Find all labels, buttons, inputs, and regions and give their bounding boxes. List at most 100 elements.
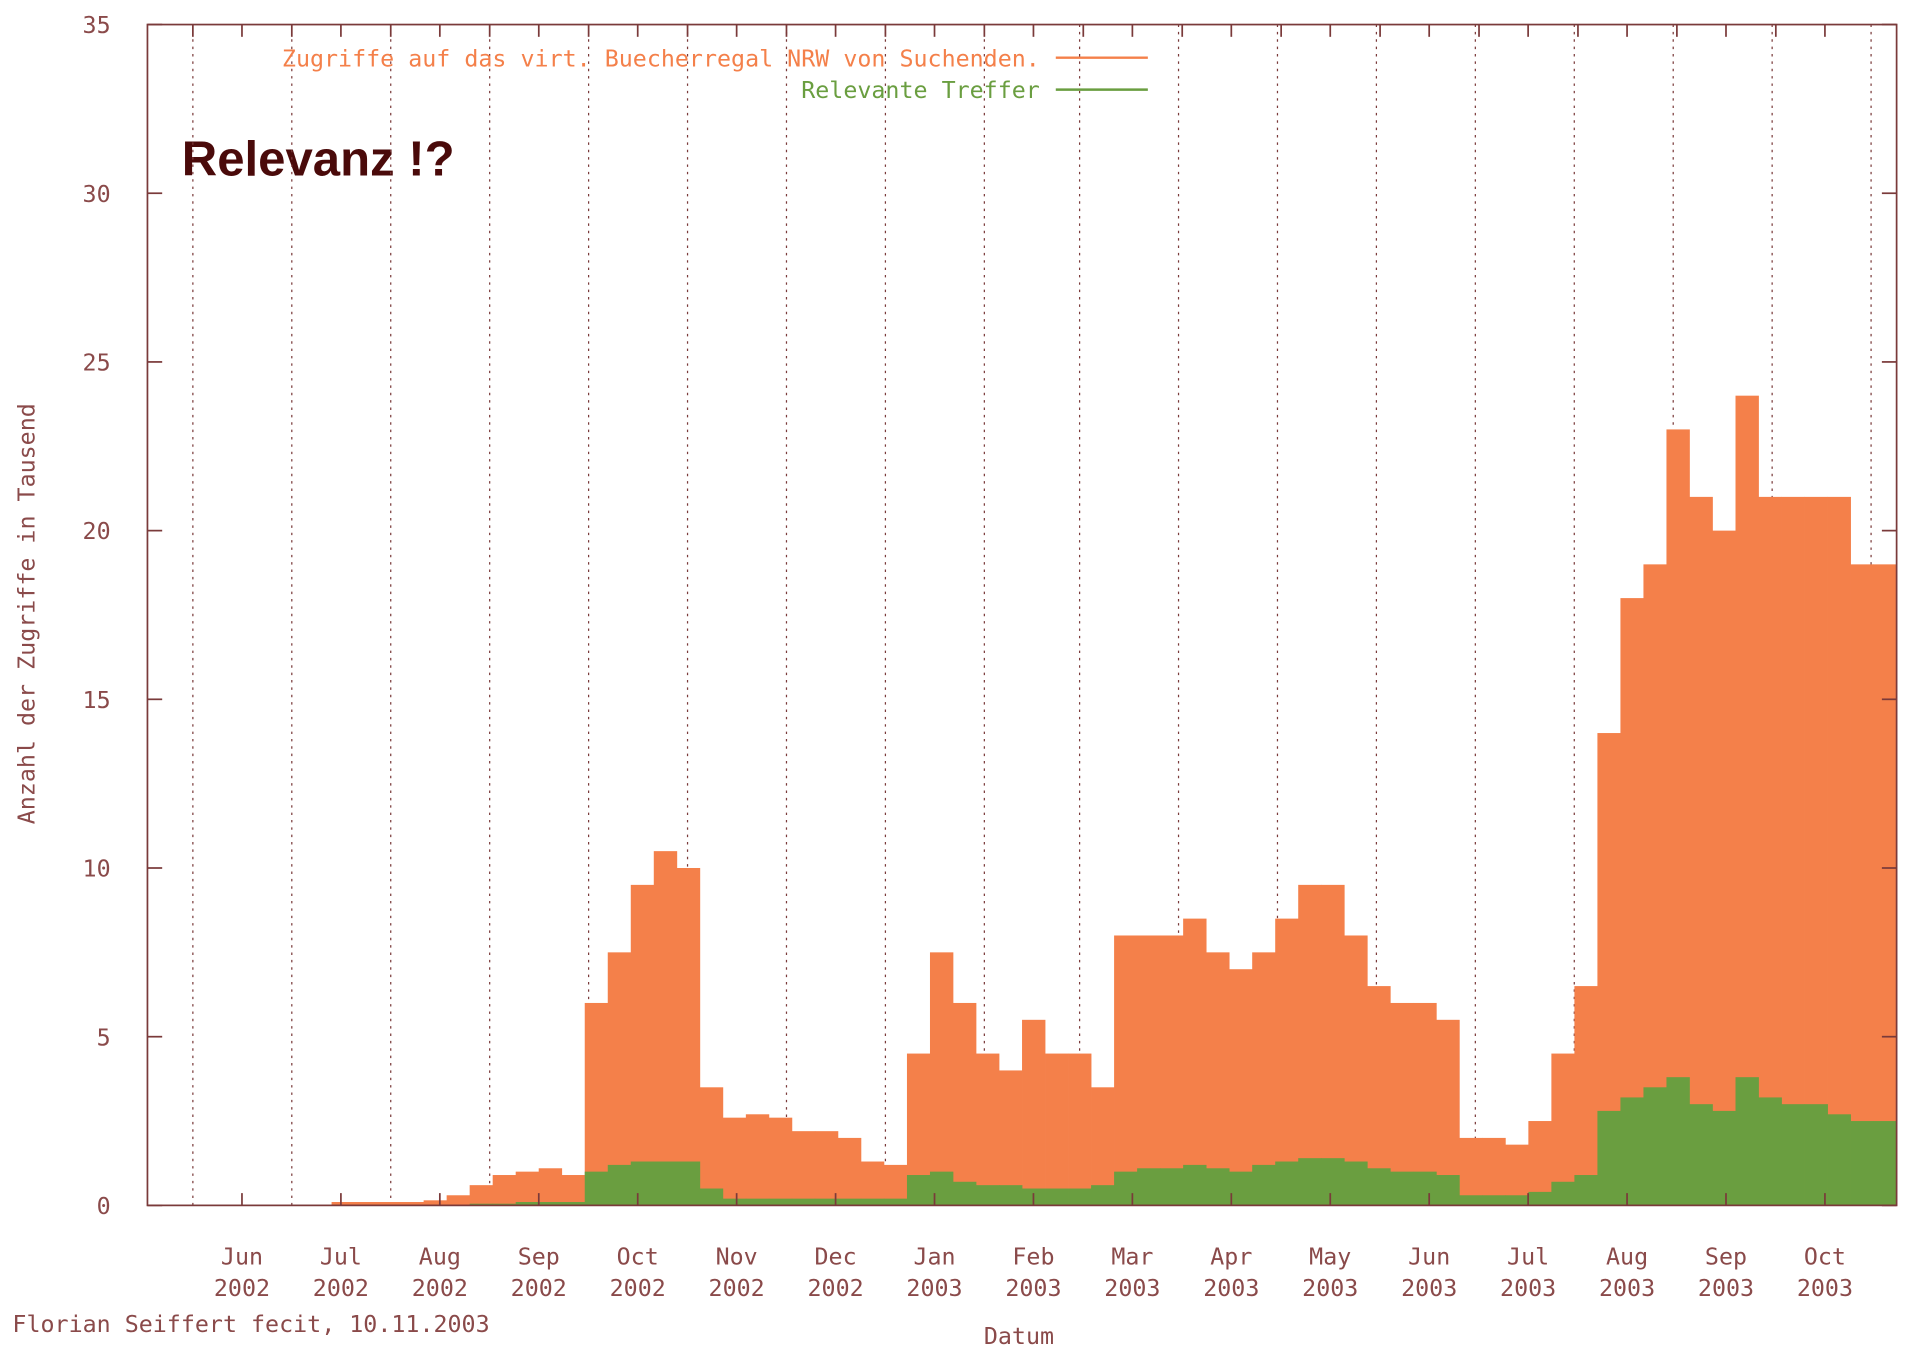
x-tick-label: 2002 <box>313 1275 369 1302</box>
bar <box>538 1202 563 1206</box>
bar <box>1367 986 1391 1206</box>
bar <box>1735 395 1759 1206</box>
bar <box>1298 884 1322 1206</box>
bar <box>492 1175 517 1206</box>
bar <box>1850 1121 1874 1206</box>
bar <box>1781 1104 1805 1206</box>
bar <box>538 1168 563 1206</box>
bar <box>722 1117 747 1206</box>
bar <box>906 1053 931 1206</box>
bar <box>630 884 655 1206</box>
x-tick-label: Nov <box>716 1243 758 1270</box>
bar <box>1183 1164 1207 1206</box>
x-tick-label: Jul <box>1507 1243 1549 1270</box>
plot-frame <box>146 23 1898 1207</box>
x-tick-label: 2003 <box>906 1275 962 1302</box>
bar <box>1758 1097 1782 1206</box>
bar <box>791 1198 816 1206</box>
y-tick-label: 30 <box>83 181 111 208</box>
x-tick-label: 2003 <box>1797 1275 1853 1302</box>
bar <box>1804 496 1828 1206</box>
bar <box>1689 496 1713 1206</box>
bar <box>653 851 678 1206</box>
x-tick-label: 2002 <box>709 1275 765 1302</box>
bar <box>1643 564 1667 1206</box>
bar <box>1413 1171 1437 1206</box>
bar <box>837 1137 862 1206</box>
chart-title: Relevanz !? <box>182 133 455 187</box>
bar <box>1390 1002 1414 1206</box>
bar <box>1735 1077 1759 1206</box>
bar <box>999 1185 1023 1206</box>
bar <box>1091 1087 1115 1206</box>
bar <box>883 1164 908 1206</box>
bar <box>1137 1168 1161 1206</box>
bar <box>999 1070 1023 1206</box>
y-tick-label: 20 <box>83 518 111 545</box>
bar <box>584 1171 609 1206</box>
y-tick-label: 35 <box>83 12 111 39</box>
bar <box>1528 1121 1552 1206</box>
bar <box>1137 935 1161 1206</box>
bar <box>768 1198 793 1206</box>
bar <box>1344 935 1368 1206</box>
bar <box>1091 1185 1115 1206</box>
bar <box>1413 1002 1437 1206</box>
bar <box>883 1198 908 1206</box>
bar <box>1275 1161 1299 1206</box>
bar <box>446 1195 471 1206</box>
bar <box>814 1198 839 1206</box>
x-tick-label: Jan <box>913 1243 955 1270</box>
bar <box>1804 1104 1828 1206</box>
bar <box>1045 1053 1069 1206</box>
bar <box>1183 918 1207 1206</box>
bar <box>331 1202 355 1206</box>
bar <box>1551 1053 1575 1206</box>
bar <box>1758 496 1782 1206</box>
bar <box>1114 935 1138 1206</box>
bar <box>906 1175 931 1206</box>
bar <box>1620 1097 1644 1206</box>
bar <box>1620 598 1644 1206</box>
x-tick-label: Jun <box>1408 1243 1450 1270</box>
bar <box>1712 1110 1736 1206</box>
x-tick-label: May <box>1309 1243 1351 1270</box>
bar <box>1666 429 1690 1206</box>
bar <box>1551 1181 1575 1206</box>
bar <box>1505 1144 1529 1206</box>
bar <box>1597 1110 1621 1206</box>
bar <box>1850 564 1874 1206</box>
bar <box>791 1131 816 1206</box>
bar <box>1068 1188 1092 1206</box>
bar <box>976 1053 1000 1206</box>
bar <box>584 1002 609 1206</box>
bar <box>1160 1168 1184 1206</box>
bar <box>1781 496 1805 1206</box>
x-tick-label: 2003 <box>1500 1275 1556 1302</box>
bar <box>1045 1188 1069 1206</box>
bar <box>400 1202 425 1206</box>
legend-label: Relevante Treffer <box>801 77 1040 104</box>
bar <box>676 868 701 1206</box>
bar <box>1873 1121 1897 1206</box>
legend-label: Zugriffe auf das virt. Buecherregal NRW … <box>282 45 1040 72</box>
bar <box>1022 1019 1046 1206</box>
bar <box>607 1164 632 1206</box>
x-tick-label: Aug <box>419 1243 461 1270</box>
bar <box>1873 564 1897 1206</box>
bar <box>561 1175 586 1206</box>
x-tick-label: 2002 <box>808 1275 864 1302</box>
bar <box>1114 1171 1138 1206</box>
bar <box>1459 1195 1483 1206</box>
bar <box>1275 918 1299 1206</box>
bar <box>1344 1161 1368 1206</box>
x-tick-label: 2002 <box>214 1275 270 1302</box>
bar <box>1436 1175 1460 1206</box>
x-tick-label: 2003 <box>1401 1275 1457 1302</box>
bar <box>1597 733 1621 1206</box>
bar <box>1068 1053 1092 1206</box>
bar <box>1712 530 1736 1206</box>
bar <box>676 1161 701 1206</box>
x-tick-label: Feb <box>1012 1243 1054 1270</box>
